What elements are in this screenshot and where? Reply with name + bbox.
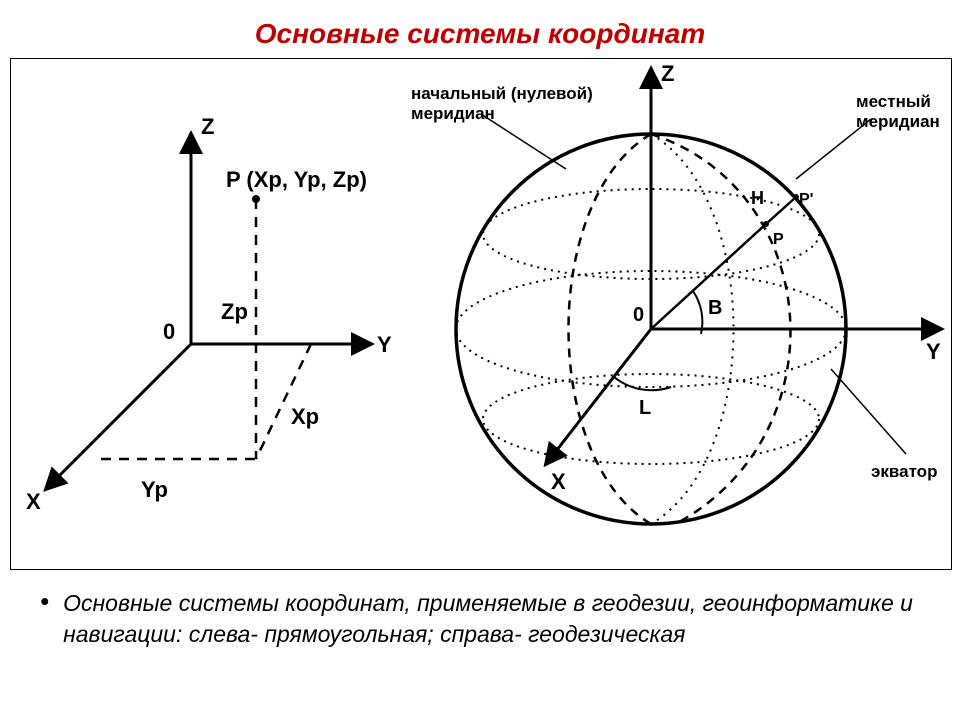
bullet-text: Основные системы координат, применяемые … [63, 588, 920, 650]
bullet-item: • Основные системы координат, применяемы… [40, 588, 920, 650]
x-axis-r [546, 329, 651, 464]
left-diagram: Z Y X 0 P (Xp, Yp, Zp) Zp Xp Yp [26, 114, 392, 514]
point-p-surface [763, 221, 769, 227]
page-title: Основные системы координат [0, 0, 960, 58]
prime-meridian-line2: меридиан [411, 104, 495, 123]
diagrams-svg: Z Y X 0 P (Xp, Yp, Zp) Zp Xp Yp [11, 59, 951, 569]
label-p: P (Xp, Yp, Zp) [226, 167, 367, 192]
right-diagram: Z Y X 0 H P' P B L начальный (нулевой) м… [411, 61, 941, 524]
prime-meridian-line1: начальный (нулевой) [411, 84, 593, 103]
label-z: Z [201, 114, 214, 139]
local-meridian-line2: меридиан [856, 112, 940, 131]
label-yp: Yp [141, 477, 168, 502]
local-meridian-line1: местный [856, 92, 931, 111]
label-prime-meridian-1: начальный (нулевой) меридиан [411, 84, 597, 123]
label-local-meridian: местный меридиан [856, 92, 940, 131]
label-p-r: P [773, 231, 784, 248]
label-z-r: Z [661, 61, 674, 86]
x-axis [46, 344, 191, 489]
label-h: H [751, 188, 764, 208]
title-text: Основные системы координат [255, 18, 706, 49]
height-h [766, 197, 796, 224]
label-y-r: Y [926, 339, 941, 364]
label-x-r: X [551, 469, 566, 494]
leader-equator [831, 369, 906, 454]
label-x: X [26, 489, 41, 514]
bullet-dot-icon: • [40, 588, 49, 614]
label-equator: экватор [871, 462, 937, 481]
label-pprime: P' [799, 191, 813, 208]
bullet-area: • Основные системы координат, применяемы… [0, 570, 960, 650]
parallel-lower [483, 374, 819, 464]
label-y: Y [377, 332, 392, 357]
label-xp: Xp [291, 404, 319, 429]
label-l: L [639, 397, 651, 419]
diagram-container: Z Y X 0 P (Xp, Yp, Zp) Zp Xp Yp [10, 58, 952, 570]
label-o-r: 0 [633, 304, 644, 326]
prime-meridian-front [569, 134, 652, 524]
angle-l-arc [614, 377, 671, 390]
label-b: B [708, 297, 722, 319]
label-zp: Zp [221, 299, 248, 324]
label-o: 0 [163, 319, 175, 344]
dash-xp-side [256, 344, 311, 459]
